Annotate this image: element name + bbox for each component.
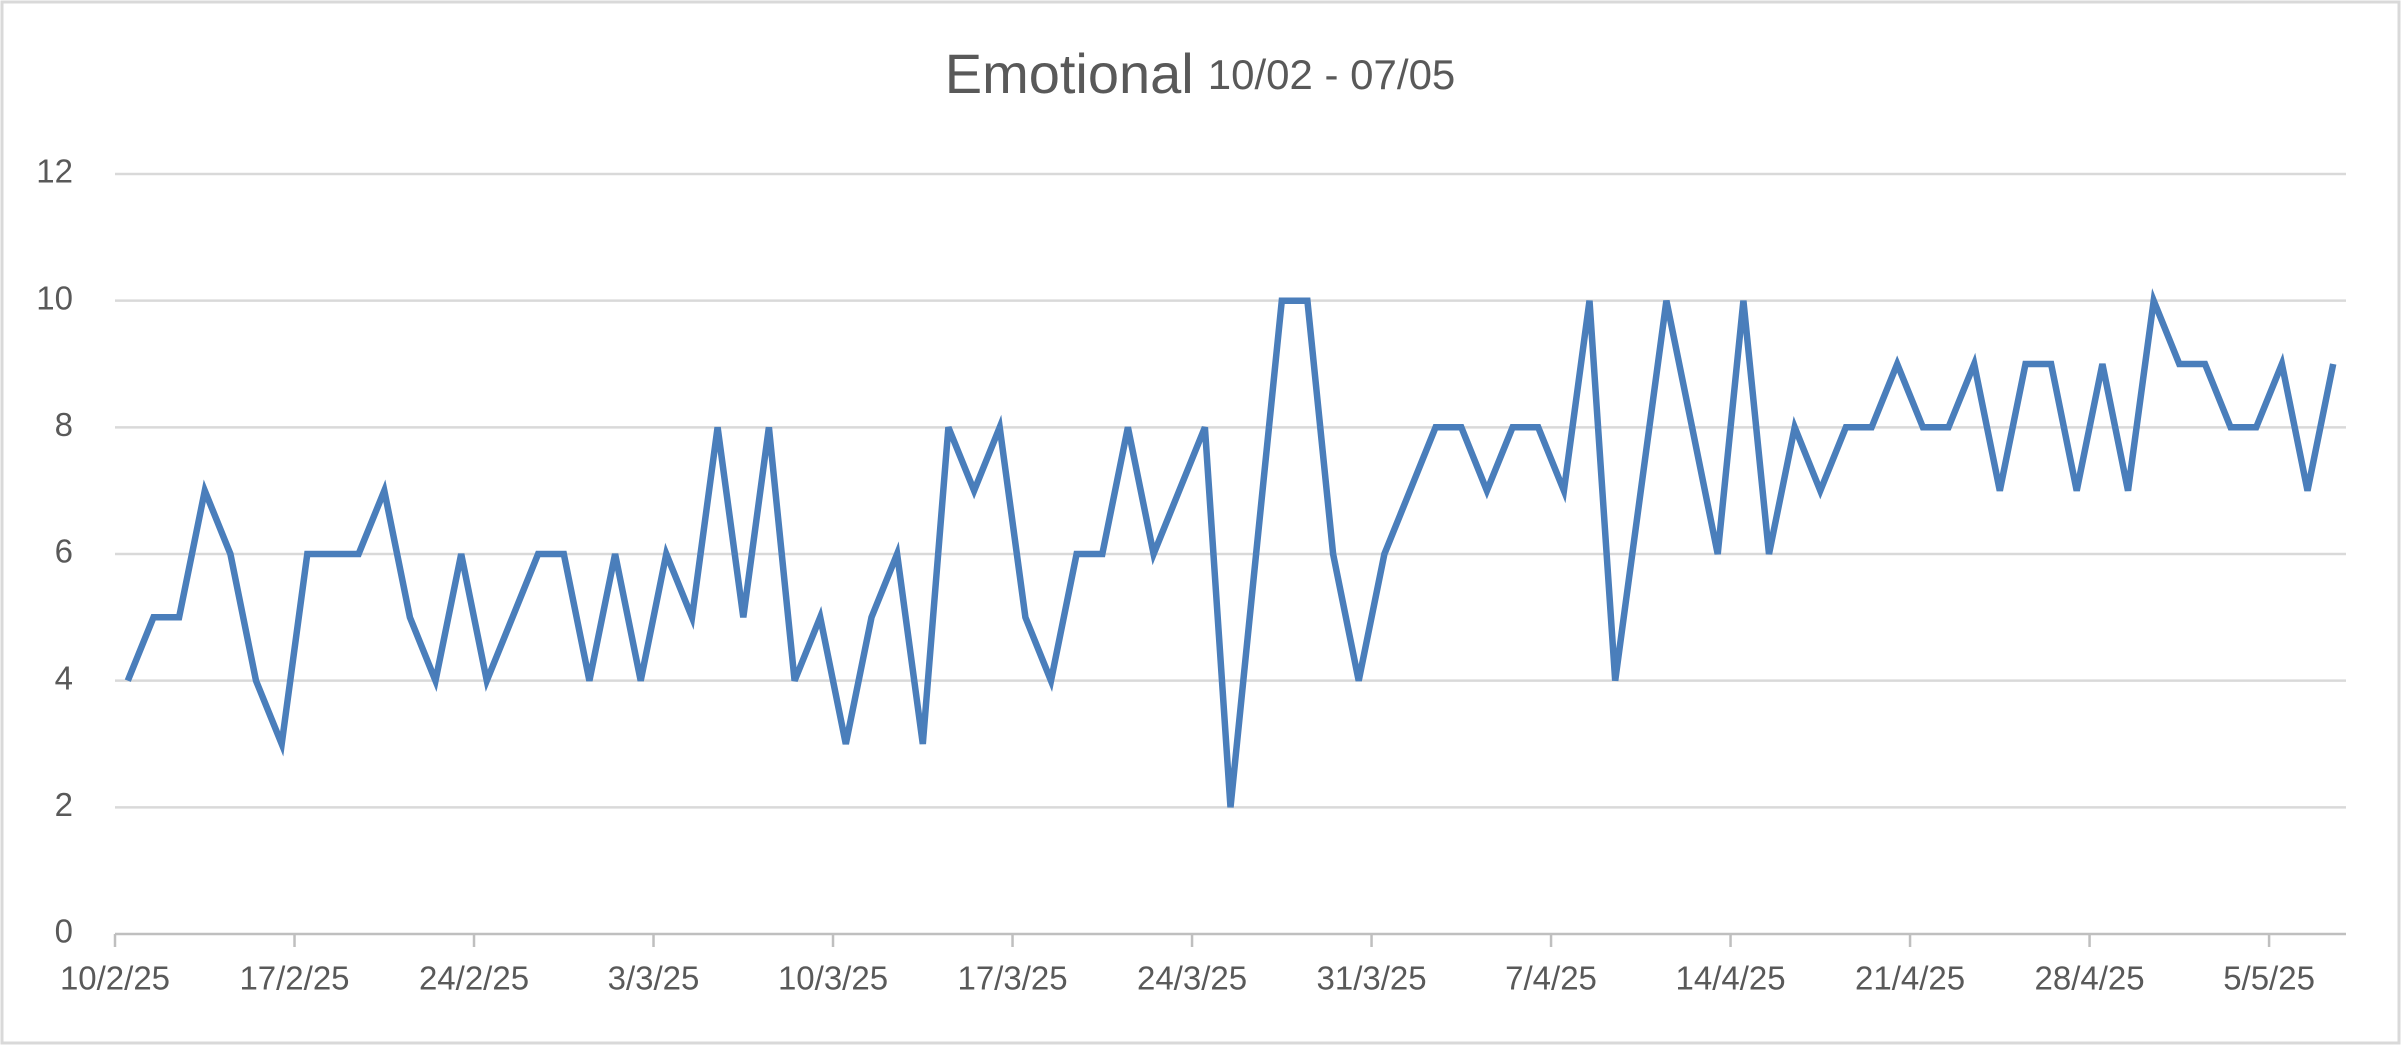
grid [113, 172, 2346, 947]
x-tick-label: 24/2/25 [419, 960, 529, 997]
x-tick-label: 7/4/25 [1505, 960, 1597, 997]
x-tick-label: 17/2/25 [239, 960, 349, 997]
x-tick-label: 5/5/25 [2223, 960, 2315, 997]
chart-title: Emotional [945, 42, 1194, 105]
x-tick-label: 31/3/25 [1316, 960, 1426, 997]
x-tick-label: 21/4/25 [1855, 960, 1965, 997]
chart-heading: Emotional 10/02 - 07/05 [945, 42, 1456, 105]
x-tick-label: 3/3/25 [608, 960, 700, 997]
y-tick-label: 6 [55, 533, 73, 570]
x-tick-label: 10/3/25 [778, 960, 888, 997]
x-tick-label: 14/4/25 [1675, 960, 1785, 997]
x-tick-label: 28/4/25 [2035, 960, 2145, 997]
x-tick-label: 17/3/25 [957, 960, 1067, 997]
x-tick-label: 10/2/25 [60, 960, 170, 997]
chart-subtitle: 10/02 - 07/05 [1208, 51, 1456, 98]
plot [124, 288, 2337, 808]
y-tick-label: 4 [55, 659, 73, 696]
y-tick-label: 0 [55, 913, 73, 950]
x-tick-label: 24/3/25 [1137, 960, 1247, 997]
line-series [124, 288, 2337, 808]
y-tick-label: 2 [55, 786, 73, 823]
y-tick-label: 8 [55, 406, 73, 443]
y-tick-label: 12 [36, 153, 73, 190]
y-tick-label: 10 [36, 279, 73, 316]
